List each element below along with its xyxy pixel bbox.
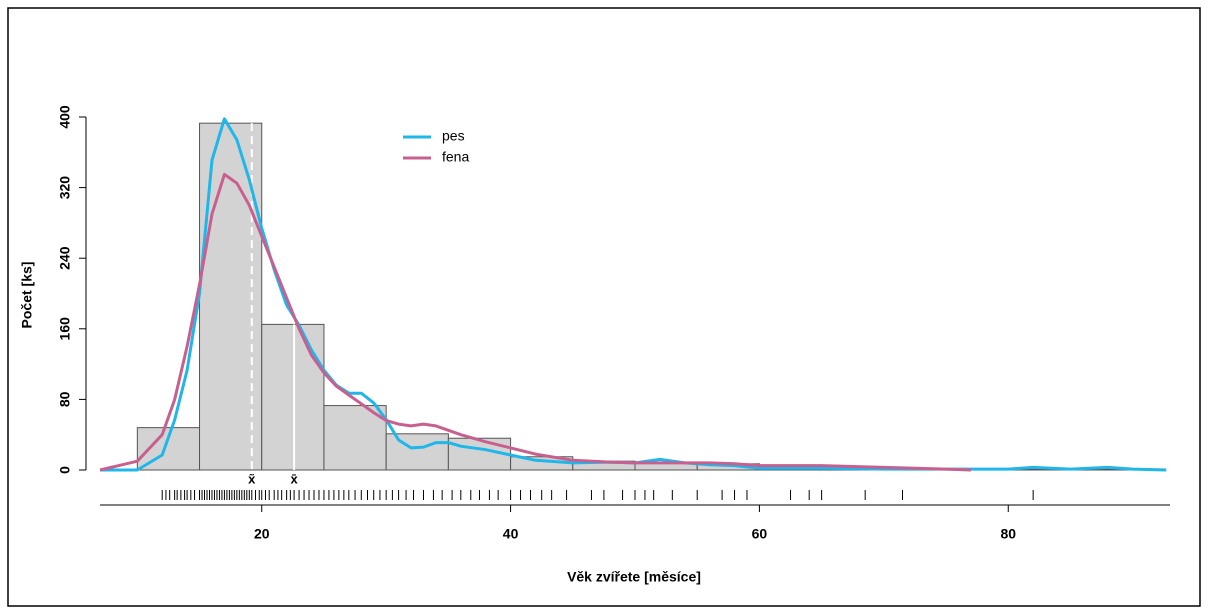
- bar: [261, 323, 325, 471]
- annotation-label: x̄: [290, 471, 298, 486]
- x-tick-label: 20: [254, 526, 270, 542]
- annotation-label: x̃: [248, 471, 256, 486]
- x-tick-label: 40: [503, 526, 519, 542]
- y-tick-label: 240: [57, 246, 73, 270]
- legend-label: pes: [442, 128, 465, 144]
- legend-label: fena: [442, 149, 469, 165]
- y-tick-label: 80: [57, 391, 73, 407]
- y-tick-label: 0: [57, 466, 73, 474]
- x-tick-label: 60: [752, 526, 768, 542]
- y-tick-label: 160: [57, 317, 73, 341]
- density-line: [99, 172, 971, 472]
- y-tick-label: 320: [57, 176, 73, 200]
- bar: [385, 433, 449, 471]
- bar: [323, 405, 387, 471]
- y-tick-label: 400: [57, 105, 73, 129]
- frame: [7, 7, 1201, 607]
- x-tick-label: 80: [1000, 526, 1016, 542]
- y-axis-label: Počet [ks]: [19, 262, 35, 329]
- x-axis-label: Věk zvířete [měsíce]: [567, 569, 701, 585]
